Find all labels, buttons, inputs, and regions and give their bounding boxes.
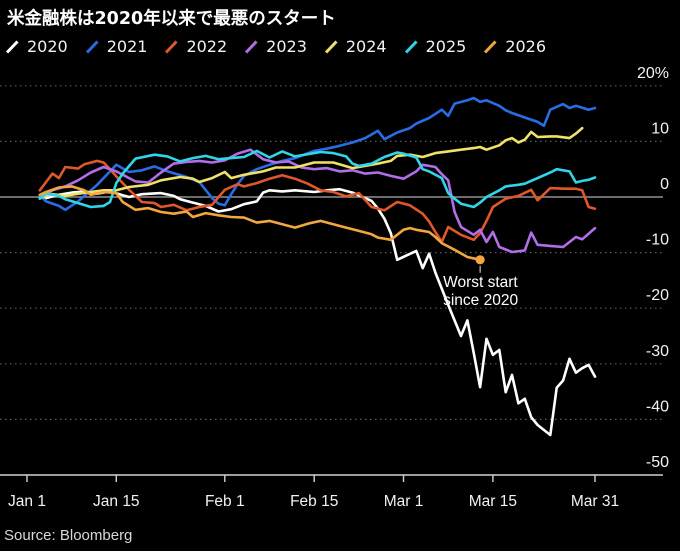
legend: 2020 2021 2022 2023 2024 2025 2026 xyxy=(5,36,546,58)
legend-label: 2021 xyxy=(106,37,148,56)
y-tick-label--30: -30 xyxy=(646,343,669,360)
y-tick-label--10: -10 xyxy=(646,232,669,249)
series-line-2023 xyxy=(38,148,597,254)
x-tick-label-Mar-1: Mar 1 xyxy=(384,493,424,510)
y-tick-label-0: 0 xyxy=(660,176,669,193)
source-label: Source: Bloomberg xyxy=(4,527,133,544)
legend-item-2021: 2021 xyxy=(85,37,148,56)
x-tick-label-Mar-31: Mar 31 xyxy=(571,493,619,510)
x-tick-label-Jan-1: Jan 1 xyxy=(8,493,46,510)
x-tick-label-Feb-1: Feb 1 xyxy=(205,493,245,510)
legend-label: 2020 xyxy=(27,37,68,56)
legend-label: 2024 xyxy=(345,37,387,56)
legend-label: 2023 xyxy=(266,37,307,56)
annotation-text-line-2: since 2020 xyxy=(443,292,518,309)
legend-item-2020: 2020 xyxy=(5,39,68,55)
x-tick-label-Jan-15: Jan 15 xyxy=(93,493,140,510)
legend-label: 2025 xyxy=(425,37,467,56)
y-tick-label--40: -40 xyxy=(646,398,669,415)
legend-swatch-icon xyxy=(324,40,338,54)
legend-swatch-icon xyxy=(484,40,497,54)
y-tick-label--20: -20 xyxy=(646,287,669,304)
series-line-2025 xyxy=(38,149,597,209)
x-tick-label-Feb-15: Feb 15 xyxy=(290,493,338,510)
y-tick-label-10: 10 xyxy=(651,120,669,137)
x-tick-label-Mar-15: Mar 15 xyxy=(469,493,517,510)
y-tick-label--50: -50 xyxy=(646,454,669,471)
annotation-dot xyxy=(475,255,485,265)
legend-swatch-icon xyxy=(245,40,258,54)
legend-swatch-icon xyxy=(165,40,179,54)
series-line-2024 xyxy=(38,126,584,200)
legend-item-2022: 2022 xyxy=(164,39,227,55)
legend-item-2023: 2023 xyxy=(244,39,307,55)
series-line-2020 xyxy=(38,187,597,437)
legend-item-2024: 2024 xyxy=(324,39,387,55)
legend-swatch-icon xyxy=(85,40,99,54)
series-line-2021 xyxy=(38,96,597,212)
legend-item-2025: 2025 xyxy=(404,37,467,56)
legend-label: 2022 xyxy=(186,37,228,56)
legend-swatch-icon xyxy=(5,40,19,54)
series-line-2026 xyxy=(38,185,482,262)
legend-item-2026: 2026 xyxy=(483,39,546,55)
legend-label: 2026 xyxy=(505,37,547,56)
chart-title: 米金融株は2020年以来で最悪のスタート xyxy=(7,9,336,29)
annotation-text-line-1: Worst start xyxy=(443,274,518,291)
y-tick-label-20: 20% xyxy=(637,65,669,82)
legend-swatch-icon xyxy=(404,40,418,54)
